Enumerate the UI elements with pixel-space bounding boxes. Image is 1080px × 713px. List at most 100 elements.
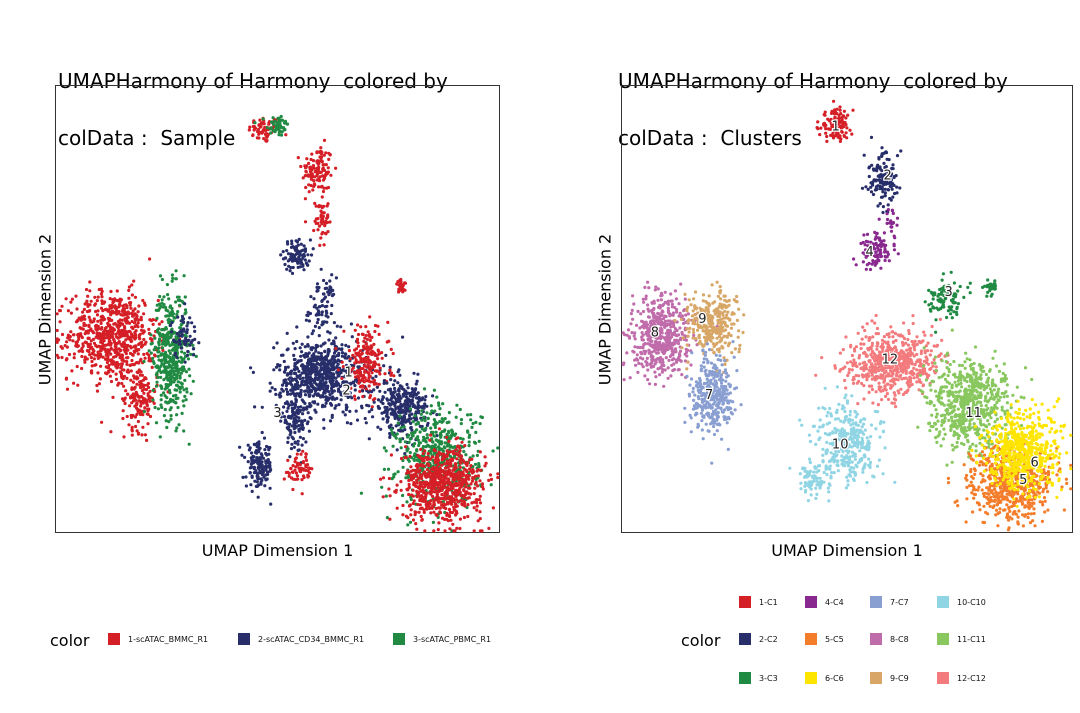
data-point: [179, 371, 183, 375]
data-point: [107, 333, 111, 337]
data-point: [888, 196, 892, 201]
data-point: [895, 191, 899, 195]
data-point: [326, 330, 330, 334]
data-point: [389, 427, 393, 432]
data-point: [167, 321, 171, 325]
data-point: [863, 243, 867, 247]
data-point: [424, 445, 428, 449]
data-point: [405, 419, 409, 423]
data-point: [306, 310, 310, 314]
data-point: [427, 483, 431, 487]
data-point: [185, 330, 189, 335]
data-point: [132, 363, 136, 367]
data-point: [348, 394, 352, 398]
data-point: [308, 471, 312, 475]
data-point: [132, 376, 137, 380]
data-point: [161, 305, 165, 309]
data-point: [296, 439, 300, 443]
data-point: [290, 259, 294, 263]
data-point: [135, 314, 139, 318]
data-point: [174, 397, 178, 401]
data-point: [399, 480, 403, 484]
data-point: [435, 454, 440, 458]
data-point: [431, 520, 435, 524]
data-point: [396, 370, 400, 374]
data-point: [286, 382, 290, 386]
data-point: [349, 386, 353, 390]
data-point: [99, 321, 103, 325]
data-point: [423, 418, 427, 423]
data-point: [382, 364, 386, 368]
legend-swatch: [393, 633, 405, 645]
data-point: [309, 253, 314, 257]
data-point: [321, 403, 325, 407]
data-point: [367, 410, 371, 414]
data-point: [488, 473, 493, 477]
data-point: [414, 393, 418, 397]
data-point: [285, 331, 289, 335]
data-point: [291, 341, 295, 345]
data-point: [296, 448, 300, 452]
data-point: [480, 485, 485, 489]
data-point: [870, 262, 874, 266]
data-point: [186, 321, 190, 325]
data-point: [415, 489, 419, 493]
data-point: [112, 355, 116, 359]
data-point: [455, 472, 459, 476]
data-point: [388, 517, 392, 521]
data-point: [871, 259, 875, 263]
data-point: [399, 446, 403, 450]
data-point: [403, 288, 407, 292]
data-point: [93, 303, 97, 307]
data-point: [171, 276, 175, 280]
data-point: [183, 394, 187, 398]
data-point: [175, 413, 179, 417]
data-point: [377, 332, 381, 336]
data-point: [403, 456, 407, 460]
data-point: [85, 357, 89, 361]
data-point: [291, 464, 295, 468]
data-point: [197, 341, 201, 345]
data-point: [357, 369, 361, 373]
data-point: [124, 338, 128, 342]
data-point: [478, 510, 482, 514]
data-point: [150, 341, 154, 345]
data-point: [80, 346, 84, 351]
data-point: [412, 444, 416, 448]
data-point: [329, 371, 333, 376]
data-point: [137, 318, 141, 322]
data-point: [324, 281, 329, 285]
legend-entry: 2-scATAC_CD34_BMMC_R1: [238, 633, 364, 645]
data-point: [293, 371, 298, 375]
data-point: [476, 519, 480, 523]
data-point: [269, 126, 273, 130]
data-point: [149, 351, 153, 355]
data-point: [105, 360, 109, 365]
data-point: [174, 269, 178, 273]
data-point: [334, 382, 338, 386]
data-point: [408, 454, 412, 459]
data-point: [438, 407, 442, 411]
data-point: [377, 382, 381, 386]
data-point: [101, 346, 105, 351]
data-point: [422, 491, 427, 495]
data-point: [167, 388, 172, 392]
data-point: [393, 411, 397, 415]
data-point: [291, 487, 295, 492]
data-point: [135, 360, 139, 365]
data-point: [816, 120, 820, 124]
data-point: [837, 113, 841, 117]
data-point: [396, 470, 400, 474]
data-point: [471, 421, 475, 426]
data-point: [468, 433, 472, 437]
data-point: [258, 457, 262, 461]
data-point: [88, 280, 92, 284]
data-point: [420, 409, 424, 413]
data-point: [323, 222, 327, 226]
data-point: [319, 385, 323, 390]
data-point: [469, 464, 473, 468]
data-point: [131, 334, 135, 338]
data-point: [302, 383, 306, 387]
data-point: [450, 432, 455, 436]
data-point: [280, 387, 284, 391]
